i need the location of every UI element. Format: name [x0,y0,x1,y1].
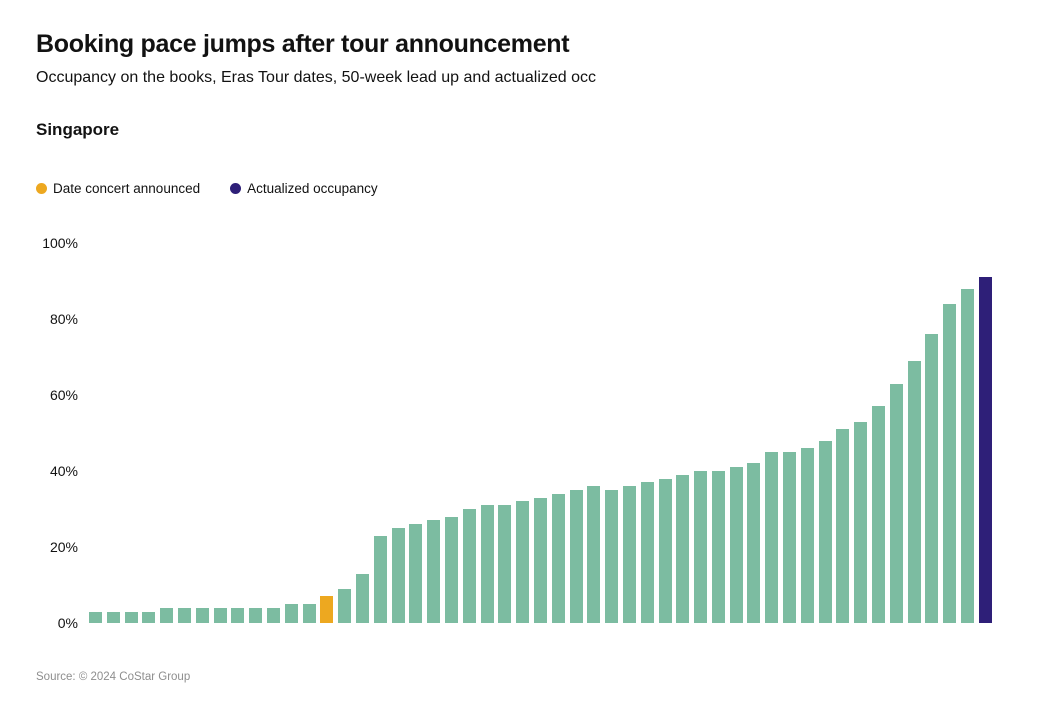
bar-actualized-occupancy [978,277,992,623]
occupancy-bar-week-23 [480,505,494,623]
legend-dot-orange-icon [36,183,47,194]
y-axis-tick-label: 80% [49,311,78,327]
source-attribution: Source: © 2024 CoStar Group [36,671,191,683]
chart-legend: Date concert announced Actualized occupa… [36,181,378,196]
occupancy-bar-week-11 [266,607,280,623]
occupancy-bar-week-46 [889,383,903,623]
occupancy-bar-week-32 [640,482,654,623]
occupancy-bar-week-47 [907,360,921,623]
occupancy-bar-week-27 [551,493,565,623]
occupancy-bar-week-30 [605,490,619,623]
occupancy-bar-week-21 [444,516,458,623]
y-axis-tick-label: 20% [49,539,78,555]
occupancy-bar-week-40 [783,452,797,623]
occupancy-bar-week-3 [124,611,138,623]
occupancy-bar-week-22 [462,509,476,623]
occupancy-bar-week-5 [160,607,174,623]
occupancy-bar-week-45 [872,406,886,623]
occupancy-bar-week-38 [747,463,761,623]
legend-label: Actualized occupancy [247,181,378,196]
bar-date-concert-announced [320,596,334,623]
y-axis-tick-label: 60% [49,387,78,403]
legend-label: Date concert announced [53,181,201,196]
occupancy-bar-week-16 [355,573,369,623]
y-axis-tick-label: 0% [57,615,78,631]
occupancy-bar-week-9 [231,607,245,623]
chart-title: Booking pace jumps after tour announceme… [36,30,570,58]
occupancy-bar-week-7 [195,607,209,623]
occupancy-bar-week-12 [284,604,298,623]
occupancy-bar-week-39 [765,452,779,623]
occupancy-bar-week-35 [694,471,708,623]
occupancy-bar-week-20 [427,520,441,623]
occupancy-bar-week-41 [800,448,814,623]
y-axis-tick-label: 100% [42,235,78,251]
occupancy-bar-week-34 [676,474,690,623]
occupancy-bar-week-15 [338,588,352,623]
occupancy-bar-week-50 [961,288,975,623]
y-axis-tick-label: 40% [49,463,78,479]
occupancy-bar-week-29 [587,486,601,623]
chart-subtitle: Occupancy on the books, Eras Tour dates,… [36,69,597,86]
occupancy-bar-week-49 [943,303,957,623]
occupancy-bar-week-2 [106,611,120,623]
occupancy-bar-week-33 [658,478,672,623]
occupancy-bar-week-44 [854,421,868,623]
y-axis: 0% 20% 40% 60% 80% 100% [30,236,78,630]
occupancy-bar-week-36 [711,471,725,623]
occupancy-bar-week-17 [373,535,387,623]
occupancy-bar-week-42 [818,440,832,623]
occupancy-bar-week-6 [177,607,191,623]
occupancy-bar-week-31 [622,486,636,623]
occupancy-bar-week-10 [249,607,263,623]
occupancy-bar-week-25 [516,501,530,623]
occupancy-bar-week-28 [569,490,583,623]
legend-dot-purple-icon [230,183,242,194]
occupancy-bar-week-19 [409,524,423,623]
occupancy-bar-week-1 [89,611,102,623]
legend-item-date-concert-announced: Date concert announced [36,181,200,196]
occupancy-bar-week-8 [213,607,227,623]
occupancy-bar-week-26 [533,497,547,623]
bar-chart-plot-area [89,243,992,623]
panel-label-singapore: Singapore [36,120,120,139]
occupancy-bar-week-43 [836,429,850,623]
occupancy-bar-week-24 [498,505,512,623]
legend-item-actualized-occupancy: Actualized occupancy [230,181,378,196]
occupancy-bar-week-4 [142,611,156,623]
occupancy-bar-week-18 [391,528,405,623]
occupancy-bar-week-48 [925,334,939,623]
occupancy-bar-week-13 [302,604,316,623]
occupancy-bar-week-37 [729,467,743,623]
